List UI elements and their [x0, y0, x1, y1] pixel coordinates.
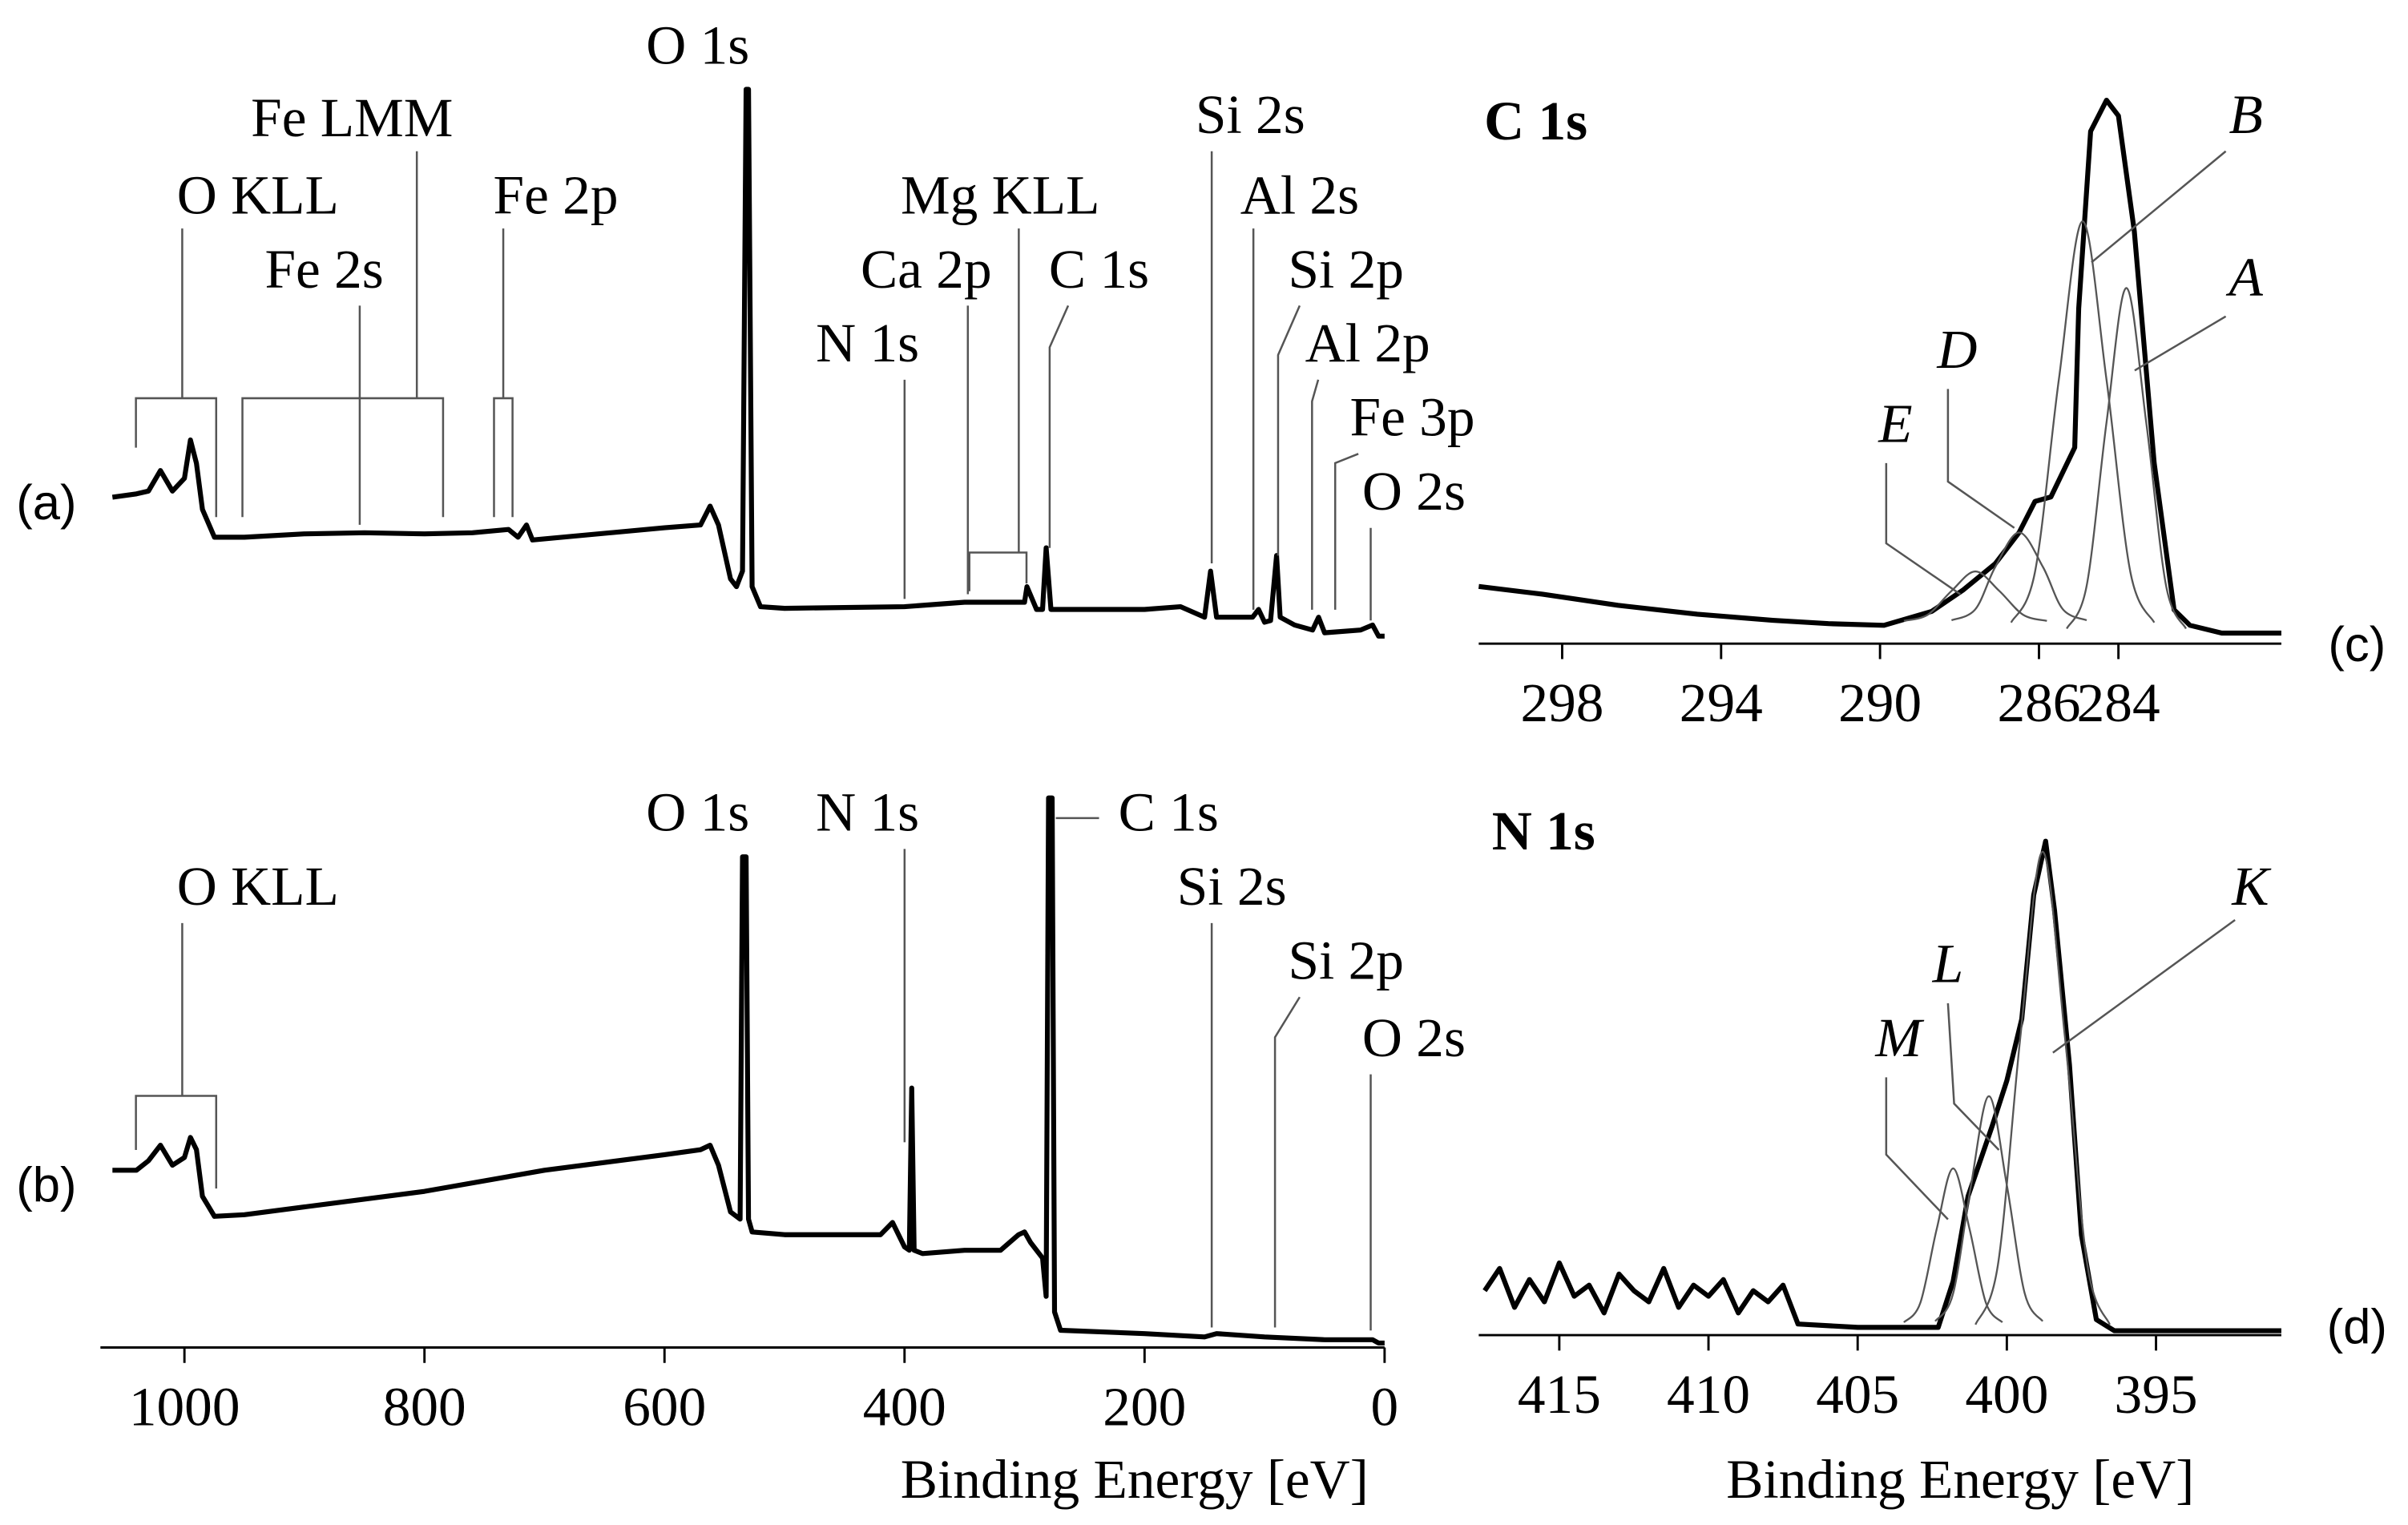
x-tick-label: 284 [2077, 672, 2160, 733]
x-tick-label: 800 [383, 1375, 466, 1437]
peak-annotation: Fe 2p [494, 163, 619, 225]
leader-line [1277, 305, 1301, 556]
x-tick-label: 1000 [129, 1375, 240, 1437]
component-label: B [2229, 83, 2262, 145]
spectrum-line [112, 795, 1385, 1346]
component-label: K [2231, 855, 2272, 917]
component-peak [2010, 220, 2156, 623]
peak-annotation: Fe 3p [1350, 386, 1475, 448]
leader-line [2052, 918, 2236, 1054]
peak-annotation: Fe LMM [251, 87, 453, 148]
component-label: D [1936, 318, 1977, 380]
x-tick-label: 0 [1371, 1375, 1399, 1437]
x-tick-label: 415 [1518, 1363, 1601, 1425]
peak-annotation: O 1s [646, 781, 749, 843]
peak-annotation: N 1s [816, 781, 919, 843]
x-tick-label: 395 [2115, 1363, 2198, 1425]
peak-annotation: N 1s [816, 312, 919, 373]
peak-annotation: C 1s [1119, 781, 1219, 843]
peak-annotation: Si 2s [1196, 83, 1305, 145]
component-peak [1903, 570, 2047, 622]
leader-line [1048, 305, 1070, 548]
peak-annotation: Fe 2s [264, 238, 383, 300]
leader-line [2134, 315, 2227, 372]
x-tick-label: 400 [1965, 1363, 2048, 1425]
leader-line [1311, 379, 1320, 610]
panel-label: (a) [16, 475, 76, 531]
x-tick-label: 200 [1103, 1375, 1186, 1437]
x-tick-label: 290 [1838, 672, 1922, 733]
x-tick-label: 298 [1520, 672, 1603, 733]
component-label: M [1874, 1007, 1924, 1068]
peak-annotation: O 2s [1362, 1007, 1466, 1068]
leader-line [493, 397, 514, 518]
panel-title: C 1s [1484, 90, 1587, 151]
component-peak [1903, 1167, 2003, 1323]
peak-annotation: O KLL [177, 855, 339, 917]
leader-line [968, 551, 1028, 591]
component-peak [1934, 1095, 2044, 1322]
leader-line [2091, 150, 2227, 264]
peak-annotation: Al 2s [1240, 163, 1359, 225]
leader-line [135, 397, 218, 518]
component-label: L [1932, 933, 1964, 994]
component-peak [1974, 850, 2111, 1325]
x-axis-title: Binding Energy [eV] [901, 1448, 1369, 1510]
leader-line [1273, 996, 1301, 1328]
spectrum-line [1482, 838, 2281, 1333]
spectrum-line [1478, 97, 2281, 636]
x-tick-label: 405 [1816, 1363, 1899, 1425]
spectrum-line [111, 87, 1385, 639]
peak-annotation: Ca 2p [861, 238, 992, 300]
peak-annotation: O 2s [1362, 460, 1466, 522]
panel-label: (c) [2328, 617, 2386, 672]
leader-line [1333, 453, 1359, 610]
leader-line [1885, 1077, 1949, 1220]
component-label: A [2225, 245, 2263, 307]
leader-line [1946, 1003, 2000, 1151]
leader-line [1946, 389, 2015, 529]
peak-annotation: O KLL [177, 163, 339, 225]
peak-annotation: Si 2s [1177, 855, 1287, 917]
leader-line [135, 1095, 218, 1189]
x-tick-label: 286 [1997, 672, 2080, 733]
leader-line [1885, 462, 1962, 595]
component-peak [1950, 531, 2087, 622]
peak-annotation: C 1s [1049, 238, 1149, 300]
panel-label: (b) [16, 1157, 76, 1212]
x-axis-title: Binding Energy [eV] [1726, 1448, 2194, 1510]
peak-annotation: Al 2p [1305, 312, 1430, 373]
x-tick-label: 410 [1667, 1363, 1750, 1425]
peak-annotation: O 1s [646, 14, 749, 75]
panel-label: (d) [2327, 1300, 2387, 1355]
leader-line [241, 397, 445, 518]
x-tick-label: 600 [623, 1375, 706, 1437]
component-peak [2066, 287, 2187, 630]
x-tick-label: 294 [1680, 672, 1763, 733]
peak-annotation: Si 2p [1288, 238, 1403, 300]
panel-title: N 1s [1492, 800, 1595, 861]
component-label: E [1878, 392, 1912, 454]
x-tick-label: 400 [863, 1375, 946, 1437]
peak-annotation: Mg KLL [901, 163, 1099, 225]
peak-annotation: Si 2p [1288, 930, 1403, 991]
